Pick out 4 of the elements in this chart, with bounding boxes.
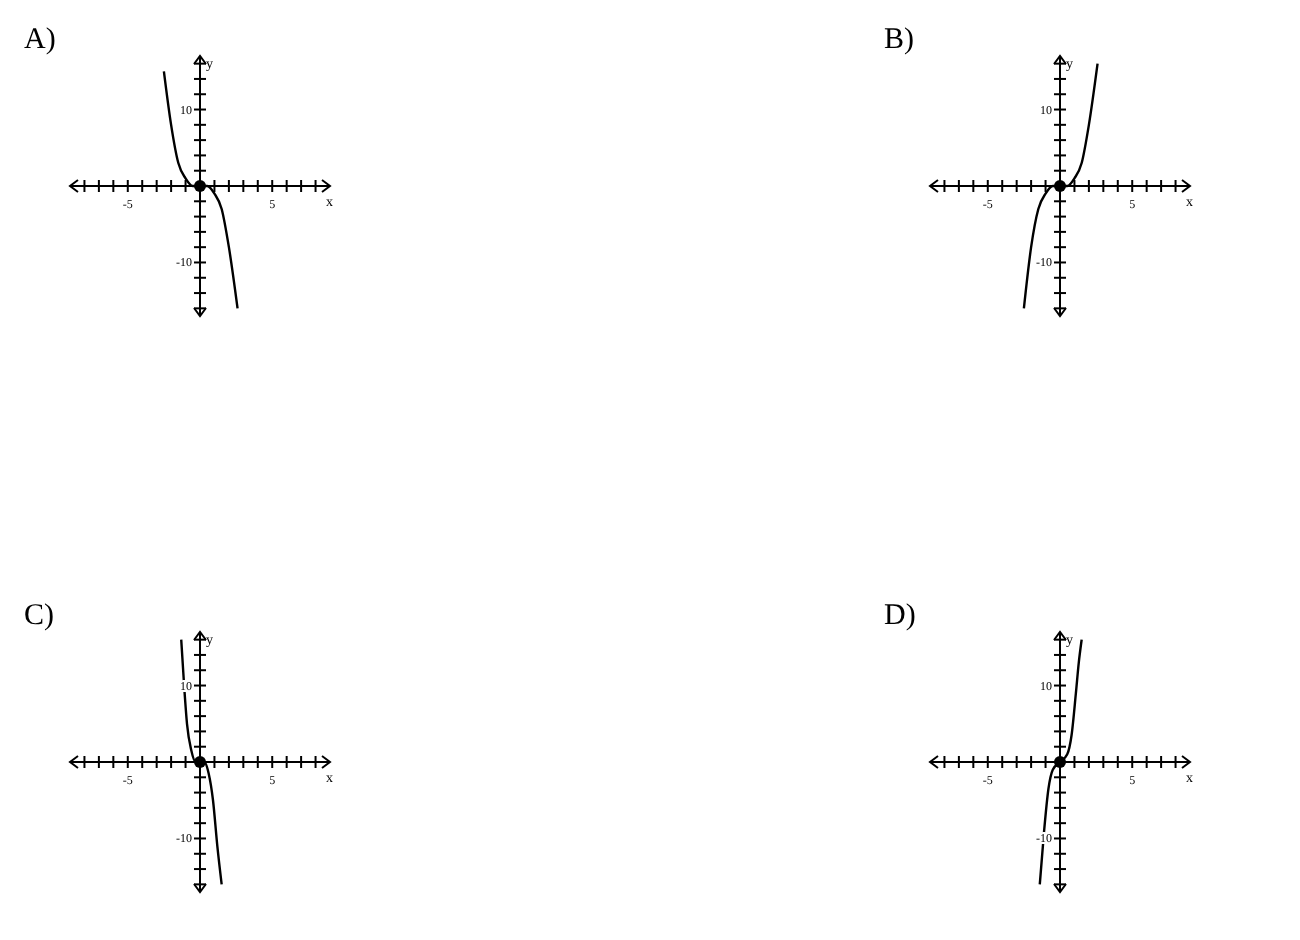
chart-title: B) xyxy=(884,24,915,56)
chart-title: A) xyxy=(24,24,56,56)
chart-title: C) xyxy=(24,600,55,632)
chart-title: D) xyxy=(884,600,916,632)
